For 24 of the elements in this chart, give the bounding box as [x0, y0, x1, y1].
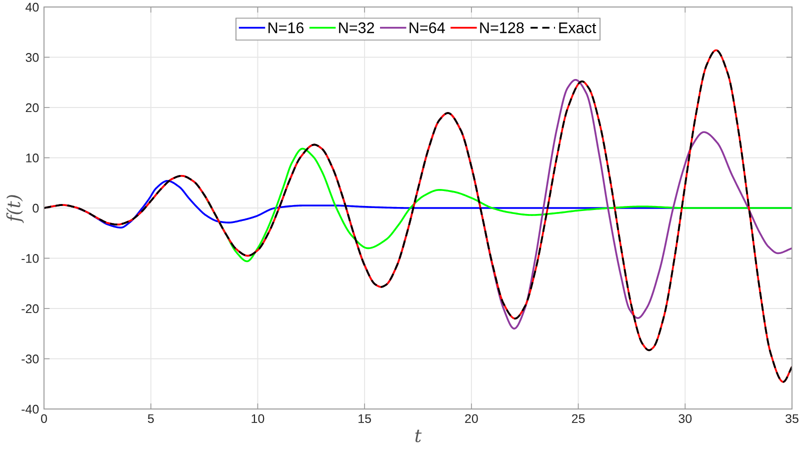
y-tick-label: 30 [26, 53, 39, 62]
x-tick-label: 30 [678, 414, 692, 424]
x-tick-label: 35 [786, 414, 798, 424]
y-tick-label: 40 [26, 2, 39, 12]
x-tick-label: 15 [358, 414, 371, 424]
x-tick-label: 20 [465, 414, 478, 424]
y-tick-label: -40 [22, 404, 39, 414]
y-tick-label: -10 [22, 254, 39, 263]
legend-label: N=128 [480, 22, 524, 34]
y-axis-title: f(t) [6, 195, 24, 224]
legend-label: N=64 [410, 22, 445, 34]
legend-label: Exact [559, 22, 596, 34]
x-tick-label: 0 [41, 414, 47, 424]
x-axis-title: t [415, 430, 422, 442]
x-tick-label: 5 [148, 414, 154, 424]
x-tick-label: 25 [572, 414, 585, 424]
legend-label: N=16 [268, 22, 304, 34]
y-tick-label: 10 [26, 154, 39, 162]
y-tick-label: -30 [22, 354, 39, 364]
x-tick-label: 10 [252, 414, 264, 424]
y-tick-label: -20 [22, 304, 39, 314]
legend-label: N=32 [339, 22, 374, 34]
y-tick-label: 20 [26, 103, 39, 112]
y-tick-label: 0 [32, 204, 39, 213]
